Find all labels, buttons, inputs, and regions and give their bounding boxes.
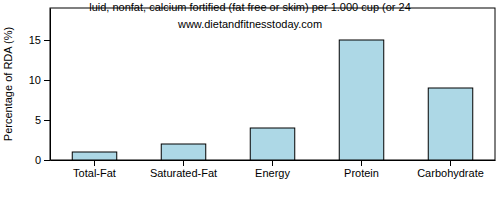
y-tick: 0 <box>35 154 50 166</box>
x-tick-mark <box>183 160 184 166</box>
y-tick-label: 0 <box>35 154 41 166</box>
x-tick-mark <box>361 160 362 166</box>
y-tick-label: 10 <box>29 74 41 86</box>
bars <box>72 40 473 160</box>
bar <box>161 144 206 160</box>
x-tick: Carbohydrate <box>417 160 484 179</box>
x-tick-label: Energy <box>255 167 290 179</box>
y-axis: 0 5 10 15 <box>29 9 51 167</box>
x-tick: Protein <box>344 160 379 179</box>
x-tick: Saturated-Fat <box>150 160 217 179</box>
y-tick: 10 <box>29 74 50 86</box>
y-axis-title: Percentage of RDA (%) <box>2 27 14 141</box>
y-tick-label: 5 <box>35 114 41 126</box>
y-tick-mark <box>44 160 50 161</box>
y-axis-line <box>50 9 51 161</box>
x-tick-mark <box>450 160 451 166</box>
x-tick-label: Saturated-Fat <box>150 167 217 179</box>
x-tick-label: Carbohydrate <box>417 167 484 179</box>
x-tick: Energy <box>255 160 290 179</box>
plot: 0 5 10 15 Total-Fat Saturated-Fat Energy Protei… <box>29 8 496 179</box>
y-tick: 15 <box>29 34 50 46</box>
x-tick-mark <box>94 160 95 166</box>
y-tick-label: 15 <box>29 34 41 46</box>
x-tick-label: Total-Fat <box>73 167 116 179</box>
y-tick-mark <box>44 120 50 121</box>
y-tick-mark <box>44 40 50 41</box>
y-tick-mark <box>44 80 50 81</box>
x-tick-label: Protein <box>344 167 379 179</box>
x-tick: Total-Fat <box>73 160 116 179</box>
title: luid, nonfat, calcium fortified (fat fre… <box>89 1 411 13</box>
bar <box>339 40 384 160</box>
bar <box>428 88 473 160</box>
subtitle: www.dietandfitnesstoday.com <box>177 18 322 30</box>
bar <box>72 152 117 160</box>
x-axis: Total-Fat Saturated-Fat Energy Protein Carbo… <box>51 160 496 179</box>
chart: 0 5 10 15 Total-Fat Saturated-Fat Energy Protei… <box>0 0 500 200</box>
x-tick-mark <box>272 160 273 166</box>
y-tick: 5 <box>35 114 50 126</box>
bar <box>250 128 295 160</box>
plot-frame <box>50 8 495 160</box>
